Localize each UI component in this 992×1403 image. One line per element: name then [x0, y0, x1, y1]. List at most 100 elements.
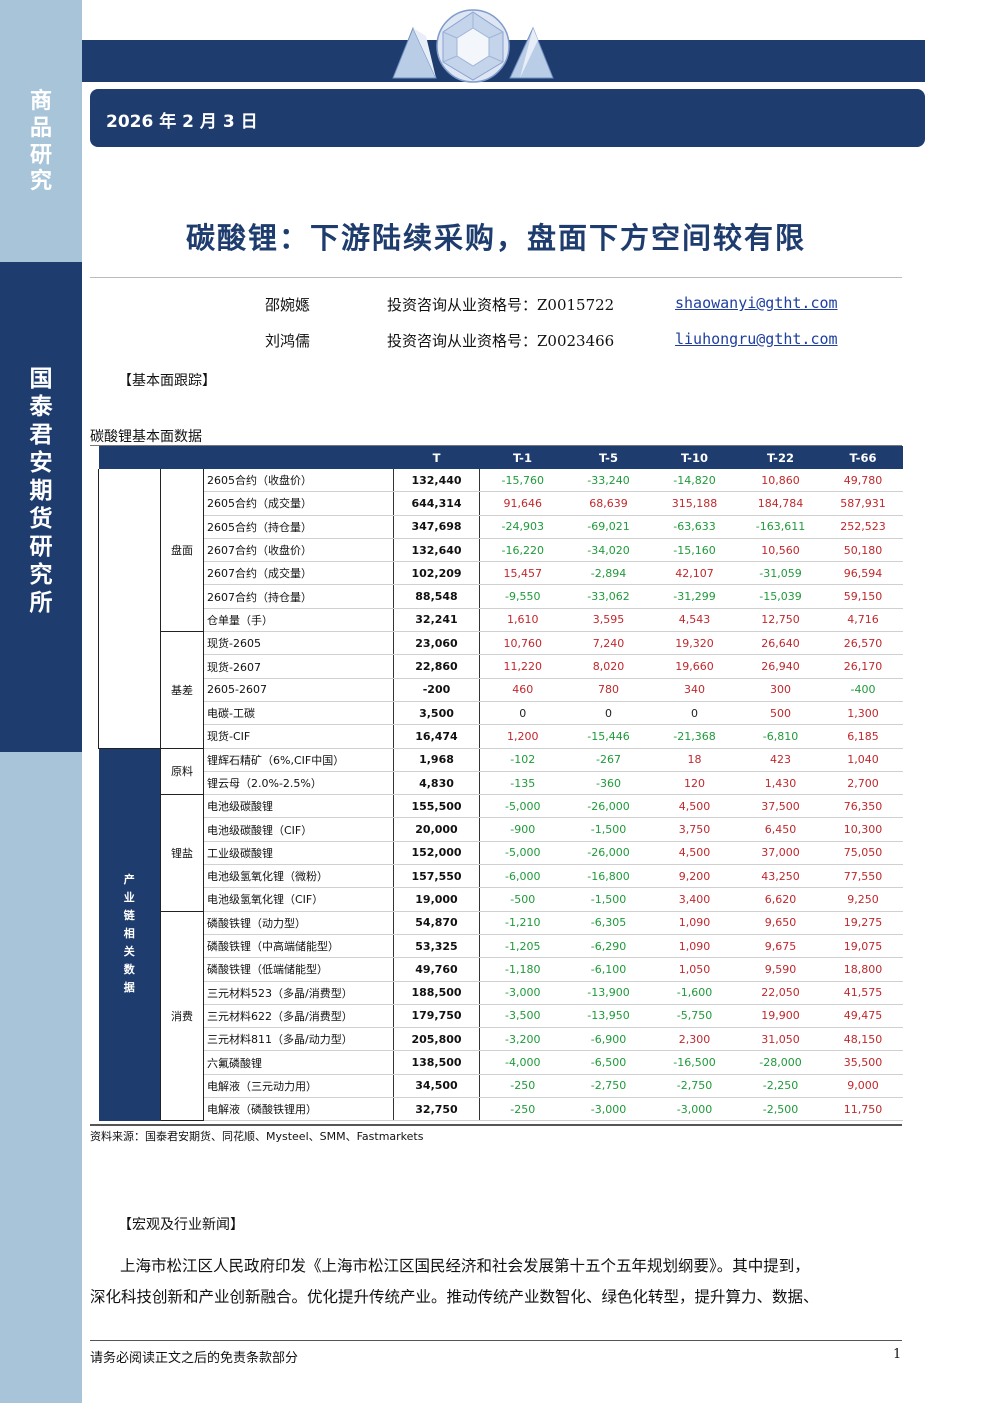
- group-label-cell: 消费: [160, 911, 204, 1122]
- change-value-cell: 1,040: [823, 748, 903, 772]
- change-value-cell: -102: [479, 748, 566, 772]
- sidebar-category-char: 品: [29, 114, 52, 141]
- change-value-cell: -33,062: [565, 584, 652, 609]
- change-value-cell: -16,500: [651, 1050, 738, 1075]
- table-row: 磷酸铁锂（低端储能型） 49,760 -1,180 -6,100 1,050 9,590 1…: [99, 957, 903, 982]
- table-row: 工业级碳酸锂 152,000 -5,000 -26,000 4,500 37,000 75,…: [99, 841, 903, 866]
- report-date: 2026 年 2 月 3 日: [106, 112, 258, 132]
- change-value-cell: 780: [565, 678, 652, 702]
- table-row: 消费 磷酸铁锂（动力型） 54,870 -1,210 -6,305 1,090 9,650 1…: [99, 911, 903, 1122]
- change-value-cell: 0: [479, 701, 566, 726]
- current-value-cell: 205,800: [393, 1027, 480, 1052]
- change-value-cell: -3,500: [479, 1004, 566, 1029]
- change-value-cell: -250: [479, 1097, 566, 1122]
- row-label: 2607合约（收盘价）: [203, 538, 394, 563]
- current-value-cell: 22,860: [393, 654, 480, 679]
- change-value-cell: 19,075: [823, 934, 903, 959]
- change-value-cell: -33,240: [565, 469, 652, 493]
- supply-chain-char: 相: [123, 927, 135, 941]
- sidebar-category-char: 究: [29, 168, 52, 195]
- sidebar-lower-panel: [0, 752, 82, 1403]
- change-value-cell: 460: [479, 678, 566, 702]
- change-value-cell: 41,575: [823, 981, 903, 1005]
- change-value-cell: -2,250: [737, 1074, 824, 1099]
- change-value-cell: -6,900: [565, 1027, 652, 1052]
- group-label-cell: 锂盐: [160, 794, 204, 912]
- news-paragraph-line: 上海市松江区人民政府印发《上海市松江区国民经济和社会发展第十五个五年规划纲要》。…: [120, 1257, 810, 1275]
- change-value-cell: 2,300: [651, 1027, 738, 1052]
- change-value-cell: 68,639: [565, 491, 652, 516]
- row-label: 三元材料811（多晶/动力型）: [203, 1027, 394, 1052]
- table-row: 盘面 2605合约（收盘价） 132,440 -15,760 -33,240 -14,82…: [98, 469, 903, 749]
- change-value-cell: 4,716: [823, 608, 903, 633]
- change-value-cell: -3,000: [651, 1097, 738, 1122]
- change-value-cell: 12,750: [737, 608, 824, 633]
- current-value-cell: 3,500: [393, 701, 480, 726]
- analyst-email-link[interactable]: liuhongru@gtht.com: [675, 330, 838, 348]
- table-row: 2605合约（持仓量） 347,698 -24,903 -69,021 -63,633-…: [99, 515, 903, 539]
- change-value-cell: 50,180: [823, 538, 903, 563]
- analyst-cert: 投资咨询从业资格号：Z0023466: [387, 332, 615, 350]
- change-value-cell: 26,570: [823, 631, 903, 656]
- change-value-cell: -26,000: [565, 794, 652, 819]
- change-value-cell: 15,457: [479, 561, 566, 586]
- analyst-email-link[interactable]: shaowanyi@gtht.com: [675, 294, 838, 312]
- table-row: 三元材料523（多晶/消费型） 188,500 -3,000 -13,900 -1,60…: [99, 981, 903, 1005]
- column-header: T-1: [479, 446, 566, 469]
- sidebar-company-char: 国: [29, 365, 53, 392]
- change-value-cell: 252,523: [823, 515, 903, 539]
- row-label: 工业级碳酸锂: [203, 841, 394, 866]
- row-label: 锂云母（2.0%-2.5%）: [203, 771, 394, 796]
- row-label: 六氟磷酸锂: [203, 1050, 394, 1075]
- change-value-cell: 19,900: [737, 1004, 824, 1029]
- table-row: 电池级碳酸锂（CIF） 20,000 -900 -1,500 3,750 6,450 10,…: [99, 817, 903, 842]
- row-label: 2607合约（成交量）: [203, 561, 394, 586]
- table-row: 2605-2607 -200 460 780 340 300 -400: [99, 678, 903, 702]
- change-value-cell: 43,250: [737, 864, 824, 889]
- change-value-cell: 1,050: [651, 957, 738, 982]
- change-value-cell: 3,750: [651, 817, 738, 842]
- change-value-cell: 75,050: [823, 841, 903, 866]
- table-row: 六氟磷酸锂 138,500 -4,000 -6,500 -16,500 -28,000 35…: [99, 1050, 903, 1075]
- change-value-cell: -15,160: [651, 538, 738, 563]
- analyst-name: 刘鸿儒: [265, 332, 311, 350]
- column-header: T-5: [565, 446, 652, 469]
- change-value-cell: -2,500: [737, 1097, 824, 1122]
- current-value-cell: 155,500: [393, 794, 480, 819]
- row-label: 现货-CIF: [203, 724, 394, 749]
- current-value-cell: 32,750: [393, 1097, 480, 1122]
- change-value-cell: 4,500: [651, 794, 738, 819]
- table-row: 电解液（三元动力用） 34,500 -250 -2,750 -2,750 -2,250 9,…: [99, 1074, 903, 1099]
- sidebar-company-char: 安: [29, 449, 53, 477]
- current-value-cell: 32,241: [393, 608, 480, 633]
- supply-chain-category-cell: 产业链相关数据: [98, 748, 161, 1122]
- row-label: 电池级氢氧化锂（微粉）: [203, 864, 394, 889]
- row-label: 2607合约（持仓量）: [203, 584, 394, 609]
- change-value-cell: 31,050: [737, 1027, 824, 1052]
- table-row: 2605合约（成交量） 644,314 91,646 68,639 315,188 184…: [99, 491, 903, 516]
- current-value-cell: 49,760: [393, 957, 480, 982]
- table-row: 磷酸铁锂（中高端储能型） 53,325 -1,205 -6,290 1,090 9,675…: [99, 934, 903, 959]
- table-bottom-rule: [90, 1124, 902, 1126]
- table-row: 2607合约（收盘价） 132,640 -16,220 -34,020 -15,160 1…: [99, 538, 903, 563]
- current-value-cell: 16,474: [393, 724, 480, 749]
- change-value-cell: -31,059: [737, 561, 824, 586]
- change-value-cell: -6,810: [737, 724, 824, 749]
- change-value-cell: -15,760: [479, 469, 566, 493]
- row-label: 电池级氢氧化锂（CIF）: [203, 887, 394, 912]
- current-value-cell: 23,060: [393, 631, 480, 656]
- analyst-name: 邵婉嫕: [265, 296, 311, 314]
- change-value-cell: -2,750: [651, 1074, 738, 1099]
- column-header: T-22: [737, 446, 824, 469]
- news-paragraph-line: 深化科技创新和产业创新融合。优化提升传统产业。推动传统产业数智化、绿色化转型，提…: [90, 1288, 819, 1306]
- table-row: 三元材料811（多晶/动力型） 205,800 -3,200 -6,900 2,300 3…: [99, 1027, 903, 1052]
- supply-chain-char: 产: [123, 873, 135, 887]
- table-row: 电池级氢氧化锂（微粉） 157,550 -6,000 -16,800 9,200 43,2…: [99, 864, 903, 889]
- change-value-cell: 1,090: [651, 934, 738, 959]
- change-value-cell: 9,200: [651, 864, 738, 889]
- change-value-cell: -3,000: [565, 1097, 652, 1122]
- row-label: 2605合约（持仓量）: [203, 515, 394, 539]
- table-row: 仓单量（手） 32,241 1,610 3,595 4,543 12,750 4,716: [99, 608, 903, 633]
- group-label-cell: 基差: [160, 631, 204, 749]
- change-value-cell: 6,450: [737, 817, 824, 842]
